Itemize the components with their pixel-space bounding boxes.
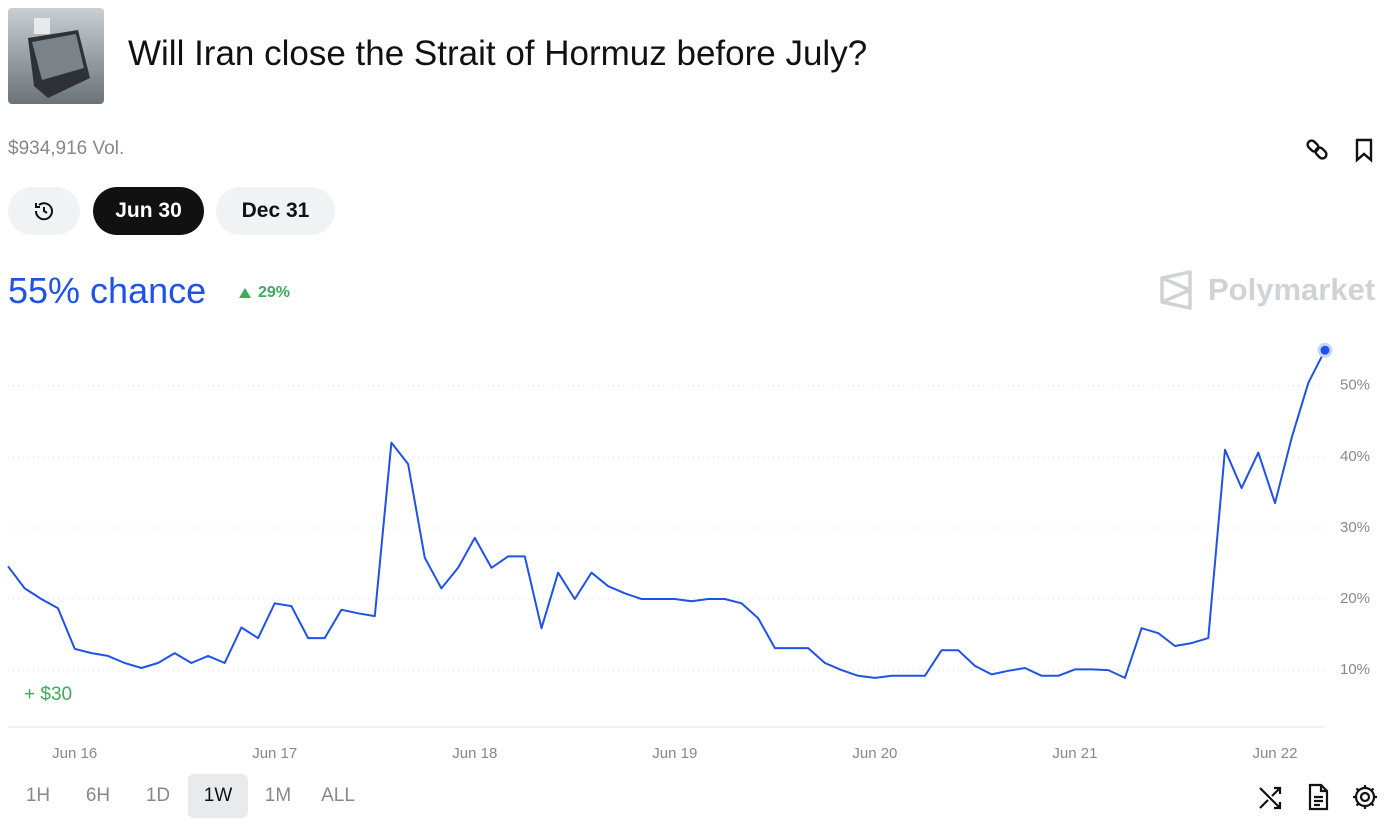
price-line	[7, 349, 1326, 679]
y-tick-label: 50%	[1340, 377, 1370, 394]
market-image	[8, 8, 104, 104]
x-tick-label: Jun 19	[652, 745, 697, 762]
x-tick-label: Jun 18	[452, 745, 497, 762]
volume: $934,916 Vol.	[8, 138, 125, 159]
change: 29%	[258, 284, 291, 301]
time-range[interactable]: 1H	[25, 785, 51, 806]
market-title: Will Iran close the Strait of Hormuz bef…	[128, 34, 868, 73]
chance: 55% chance	[8, 270, 207, 311]
time-ranges: 1H 6H 1D 1W 1M ALL	[8, 774, 368, 818]
y-tick-label: 40%	[1340, 448, 1370, 465]
bookmark-button[interactable]	[1352, 136, 1378, 164]
time-range[interactable]: 1M	[264, 785, 292, 806]
history-button[interactable]	[8, 187, 80, 235]
document-button[interactable]	[1304, 782, 1332, 812]
link-button[interactable]	[1304, 136, 1332, 164]
time-range[interactable]: 1W	[188, 774, 248, 818]
chart: 10% 20% 30% 40% 50% Jun 16 Jun 17 Jun 18 Jun 19 J…	[7, 342, 1370, 762]
x-tick-label: Jun 16	[52, 745, 97, 762]
position: + $30	[24, 684, 73, 705]
time-range[interactable]: ALL	[321, 785, 355, 806]
x-tick-label: Jun 17	[252, 745, 297, 762]
shuffle-button[interactable]	[1256, 782, 1286, 812]
y-tick-label: 20%	[1340, 590, 1370, 607]
brand-logo	[1160, 270, 1192, 310]
x-tick-label: Jun 21	[1052, 745, 1097, 762]
up-arrow	[239, 288, 251, 298]
history-icon	[34, 202, 53, 221]
brand: Polymarket	[1208, 272, 1376, 307]
date-tab[interactable]: Dec 31	[216, 187, 335, 235]
date-tab[interactable]: Jun 30	[93, 187, 204, 235]
x-tick-label: Jun 20	[852, 745, 897, 762]
settings-button[interactable]	[1350, 782, 1380, 812]
time-range[interactable]: 6H	[85, 785, 111, 806]
last-point	[1317, 342, 1333, 358]
y-tick-label: 10%	[1340, 661, 1370, 678]
time-range[interactable]: 1D	[145, 785, 171, 806]
x-tick-label: Jun 22	[1252, 745, 1297, 762]
y-tick-label: 30%	[1340, 519, 1370, 536]
